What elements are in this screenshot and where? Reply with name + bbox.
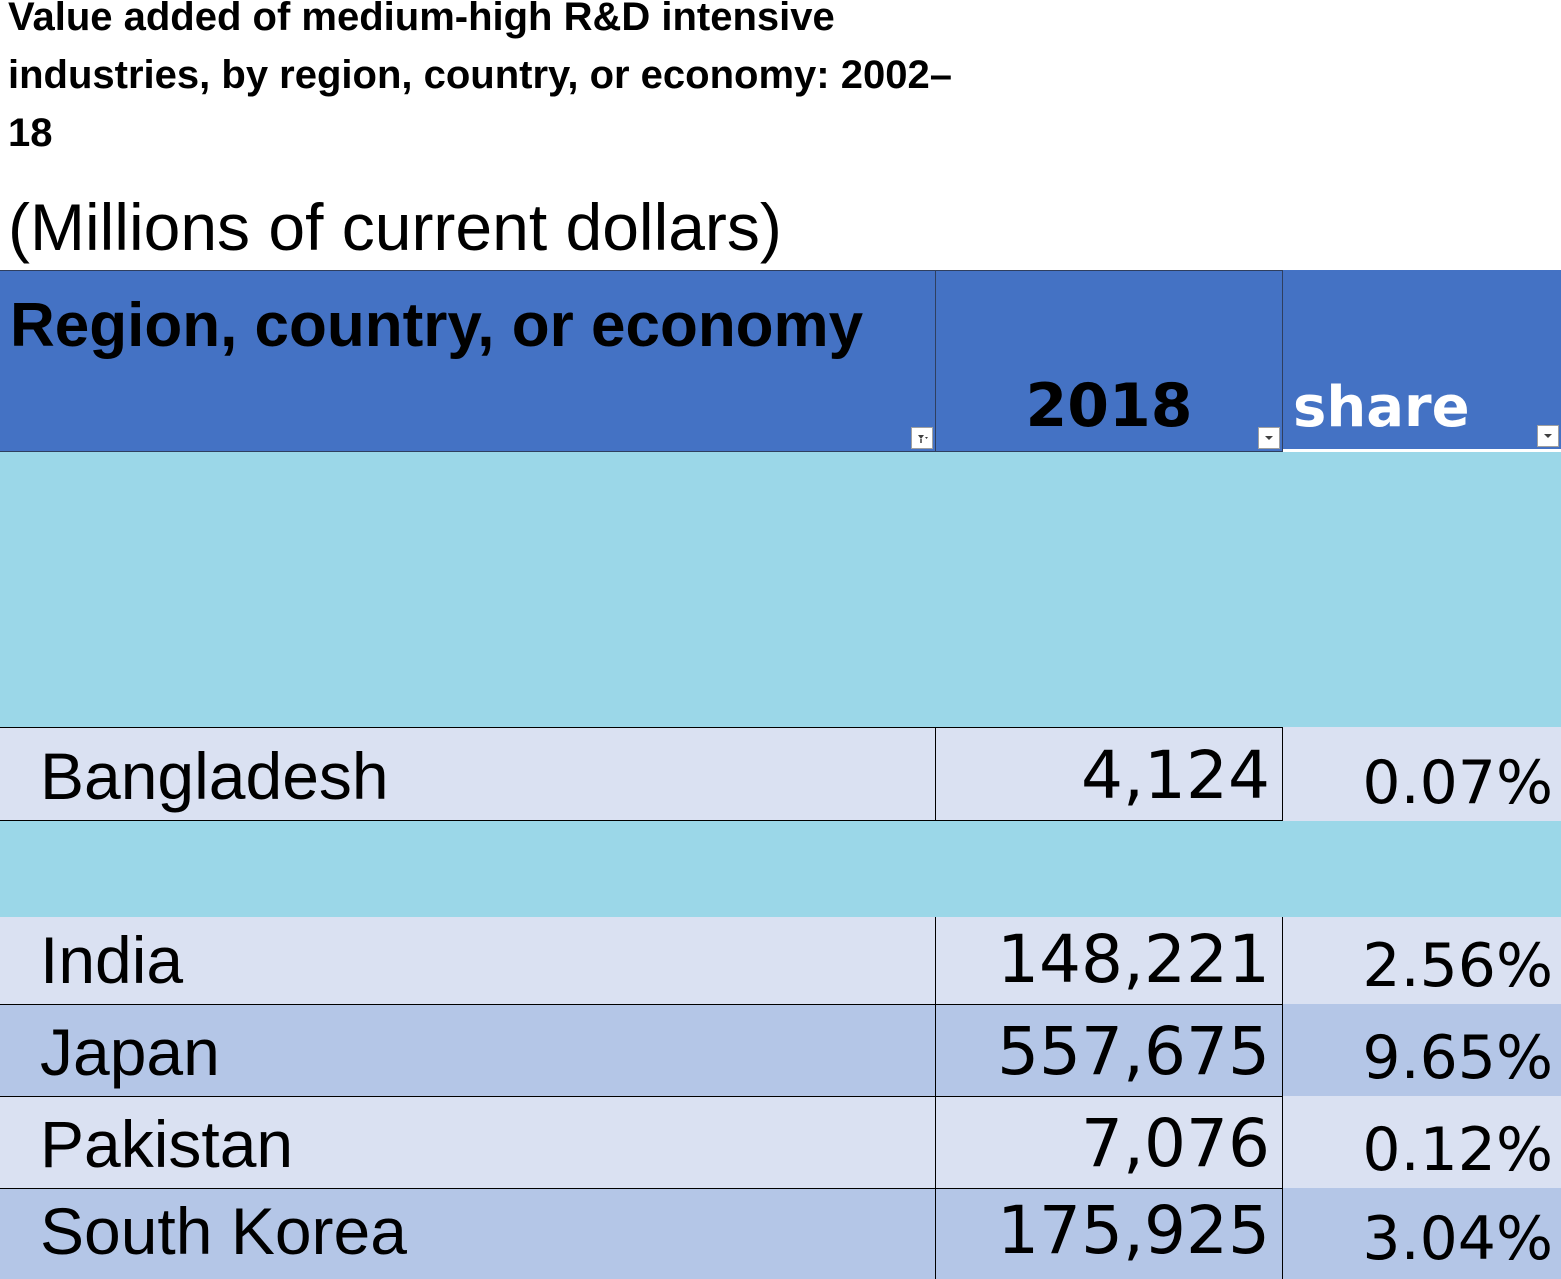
row-value: 7,076: [1081, 1105, 1270, 1182]
empty-band: [0, 452, 1561, 727]
header-region-column: Region, country, or economy: [0, 270, 935, 452]
row-value-cell[interactable]: 148,221: [935, 917, 1283, 1004]
table-row: Bangladesh 4,124 0.07%: [0, 727, 1561, 821]
row-name-cell[interactable]: Bangladesh: [0, 727, 935, 821]
empty-band: [0, 821, 1561, 917]
table-row: India 148,221 2.56%: [0, 917, 1561, 1004]
table-subtitle: (Millions of current dollars): [8, 190, 782, 264]
table-row: South Korea 175,925 3.04%: [0, 1188, 1561, 1279]
row-share: 0.12%: [1362, 1115, 1553, 1185]
row-share-cell[interactable]: 0.12%: [1283, 1096, 1561, 1188]
row-name: Pakistan: [40, 1107, 294, 1181]
row-share: 2.56%: [1362, 931, 1553, 1001]
row-value-cell[interactable]: 175,925: [935, 1188, 1283, 1279]
table-row: Pakistan 7,076 0.12%: [0, 1096, 1561, 1188]
row-name-cell[interactable]: Japan: [0, 1004, 935, 1096]
row-share-cell[interactable]: 3.04%: [1283, 1188, 1561, 1279]
row-name-cell[interactable]: Pakistan: [0, 1096, 935, 1188]
filter-active-icon[interactable]: [911, 427, 933, 449]
row-share-cell[interactable]: 9.65%: [1283, 1004, 1561, 1096]
row-share: 3.04%: [1362, 1204, 1553, 1274]
table-row: Japan 557,675 9.65%: [0, 1004, 1561, 1096]
row-value-cell[interactable]: 7,076: [935, 1096, 1283, 1188]
row-name: South Korea: [40, 1194, 407, 1268]
row-name: Japan: [40, 1015, 220, 1089]
row-name-cell[interactable]: India: [0, 917, 935, 1004]
row-name: Bangladesh: [40, 739, 389, 813]
header-region-label: Region, country, or economy: [10, 291, 864, 360]
row-value: 148,221: [997, 921, 1270, 998]
row-value-cell[interactable]: 557,675: [935, 1004, 1283, 1096]
table-title: Value added of medium-high R&D intensive…: [8, 0, 952, 155]
header-year-column: 2018: [935, 270, 1283, 452]
header-share-label: share: [1293, 375, 1470, 440]
row-share: 0.07%: [1362, 748, 1553, 818]
row-value: 175,925: [997, 1192, 1270, 1269]
header-share-column: share: [1283, 270, 1561, 452]
row-share: 9.65%: [1362, 1023, 1553, 1093]
row-value-cell[interactable]: 4,124: [935, 727, 1283, 821]
header-year-label: 2018: [1025, 371, 1193, 441]
filter-dropdown-icon[interactable]: [1537, 425, 1559, 447]
row-name: India: [40, 923, 184, 997]
row-share-cell[interactable]: 0.07%: [1283, 727, 1561, 821]
row-share-cell[interactable]: 2.56%: [1283, 917, 1561, 1004]
row-value: 557,675: [997, 1013, 1270, 1090]
row-name-cell[interactable]: South Korea: [0, 1188, 935, 1279]
row-value: 4,124: [1081, 737, 1270, 814]
filter-dropdown-icon[interactable]: [1258, 427, 1280, 449]
